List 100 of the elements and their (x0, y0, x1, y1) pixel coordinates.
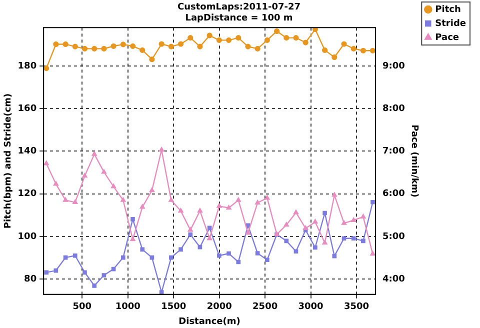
x-tick-label: 2000 (206, 302, 232, 312)
point (207, 226, 212, 230)
point (351, 236, 356, 241)
point (150, 255, 154, 260)
point (360, 48, 366, 54)
point (54, 268, 58, 273)
y-tick-label: 160 (18, 104, 37, 114)
point (102, 273, 106, 278)
point (140, 247, 145, 252)
point (44, 160, 49, 166)
point (284, 35, 290, 41)
point (206, 32, 212, 38)
x-tick-label: 1000 (115, 302, 140, 312)
point (149, 56, 155, 62)
y2-tick-label: 4:00 (382, 274, 405, 284)
point (130, 236, 136, 242)
point (72, 200, 78, 204)
x-tick-label: 3000 (298, 302, 324, 312)
point (197, 208, 202, 213)
point (82, 46, 88, 52)
point (168, 44, 174, 50)
point (245, 44, 251, 50)
y2-axis-title: Pace (min/km) (408, 124, 419, 198)
point (226, 37, 232, 43)
y2-tick-label: 7:00 (382, 146, 405, 157)
point (216, 37, 222, 43)
point (332, 54, 338, 60)
point (101, 46, 107, 52)
point (341, 220, 347, 225)
point (44, 270, 48, 275)
y-tick-label: 80 (24, 274, 37, 284)
point (188, 232, 193, 237)
legend-label: Stride (435, 18, 466, 29)
point (111, 266, 116, 272)
y-tick-label: 180 (18, 61, 37, 72)
point (198, 244, 202, 250)
point (159, 147, 164, 152)
y2-tick-label: 5:00 (382, 232, 405, 242)
point (130, 217, 135, 222)
point (72, 253, 78, 258)
point (254, 46, 260, 52)
point (72, 44, 78, 50)
point (178, 247, 183, 252)
point (322, 47, 328, 53)
point (255, 200, 260, 204)
point (92, 46, 98, 52)
point (130, 43, 136, 49)
point (188, 227, 193, 232)
y2-tick-label: 6:00 (382, 189, 405, 200)
point (332, 192, 337, 197)
point (293, 210, 298, 214)
point (350, 46, 356, 52)
point (361, 238, 366, 244)
point (82, 270, 87, 275)
point (293, 35, 299, 41)
point (178, 208, 184, 213)
x-axis-title: Distance(m) (178, 316, 240, 327)
point (322, 210, 327, 216)
point (370, 48, 376, 54)
point (217, 253, 222, 258)
point (140, 47, 146, 53)
point (264, 195, 270, 200)
point (284, 238, 289, 244)
point (111, 184, 116, 188)
y2-tick-label: 9:00 (382, 61, 405, 72)
point (168, 197, 174, 202)
point (360, 214, 366, 219)
point (207, 236, 212, 240)
x-tick-label: 500 (72, 302, 92, 312)
y-tick-label: 100 (18, 232, 37, 242)
point (188, 35, 194, 41)
point (53, 181, 58, 186)
x-tick-label: 1500 (161, 302, 186, 312)
point (53, 41, 59, 48)
legend-label: Pace (435, 32, 460, 43)
point (120, 255, 126, 260)
point (169, 255, 174, 260)
y2-tick-label: 8:00 (382, 104, 405, 114)
point (120, 42, 126, 48)
point (159, 290, 164, 294)
point (332, 254, 337, 258)
x-tick-label: 3500 (344, 302, 370, 312)
point (63, 255, 68, 260)
point (236, 35, 242, 41)
point (140, 204, 145, 209)
point (149, 188, 154, 192)
point (313, 245, 318, 250)
point (62, 41, 68, 48)
y-axis-title: Pitch(bpm) and Stride(cm) (4, 93, 14, 229)
y-tick-label: 140 (18, 146, 37, 157)
point (284, 222, 289, 227)
point (312, 28, 318, 32)
point (236, 260, 241, 264)
point (255, 251, 260, 256)
point (92, 284, 96, 288)
point (236, 197, 241, 202)
x-tick-label: 2500 (252, 302, 278, 312)
point (342, 236, 346, 241)
point (226, 205, 232, 210)
point (245, 230, 250, 235)
